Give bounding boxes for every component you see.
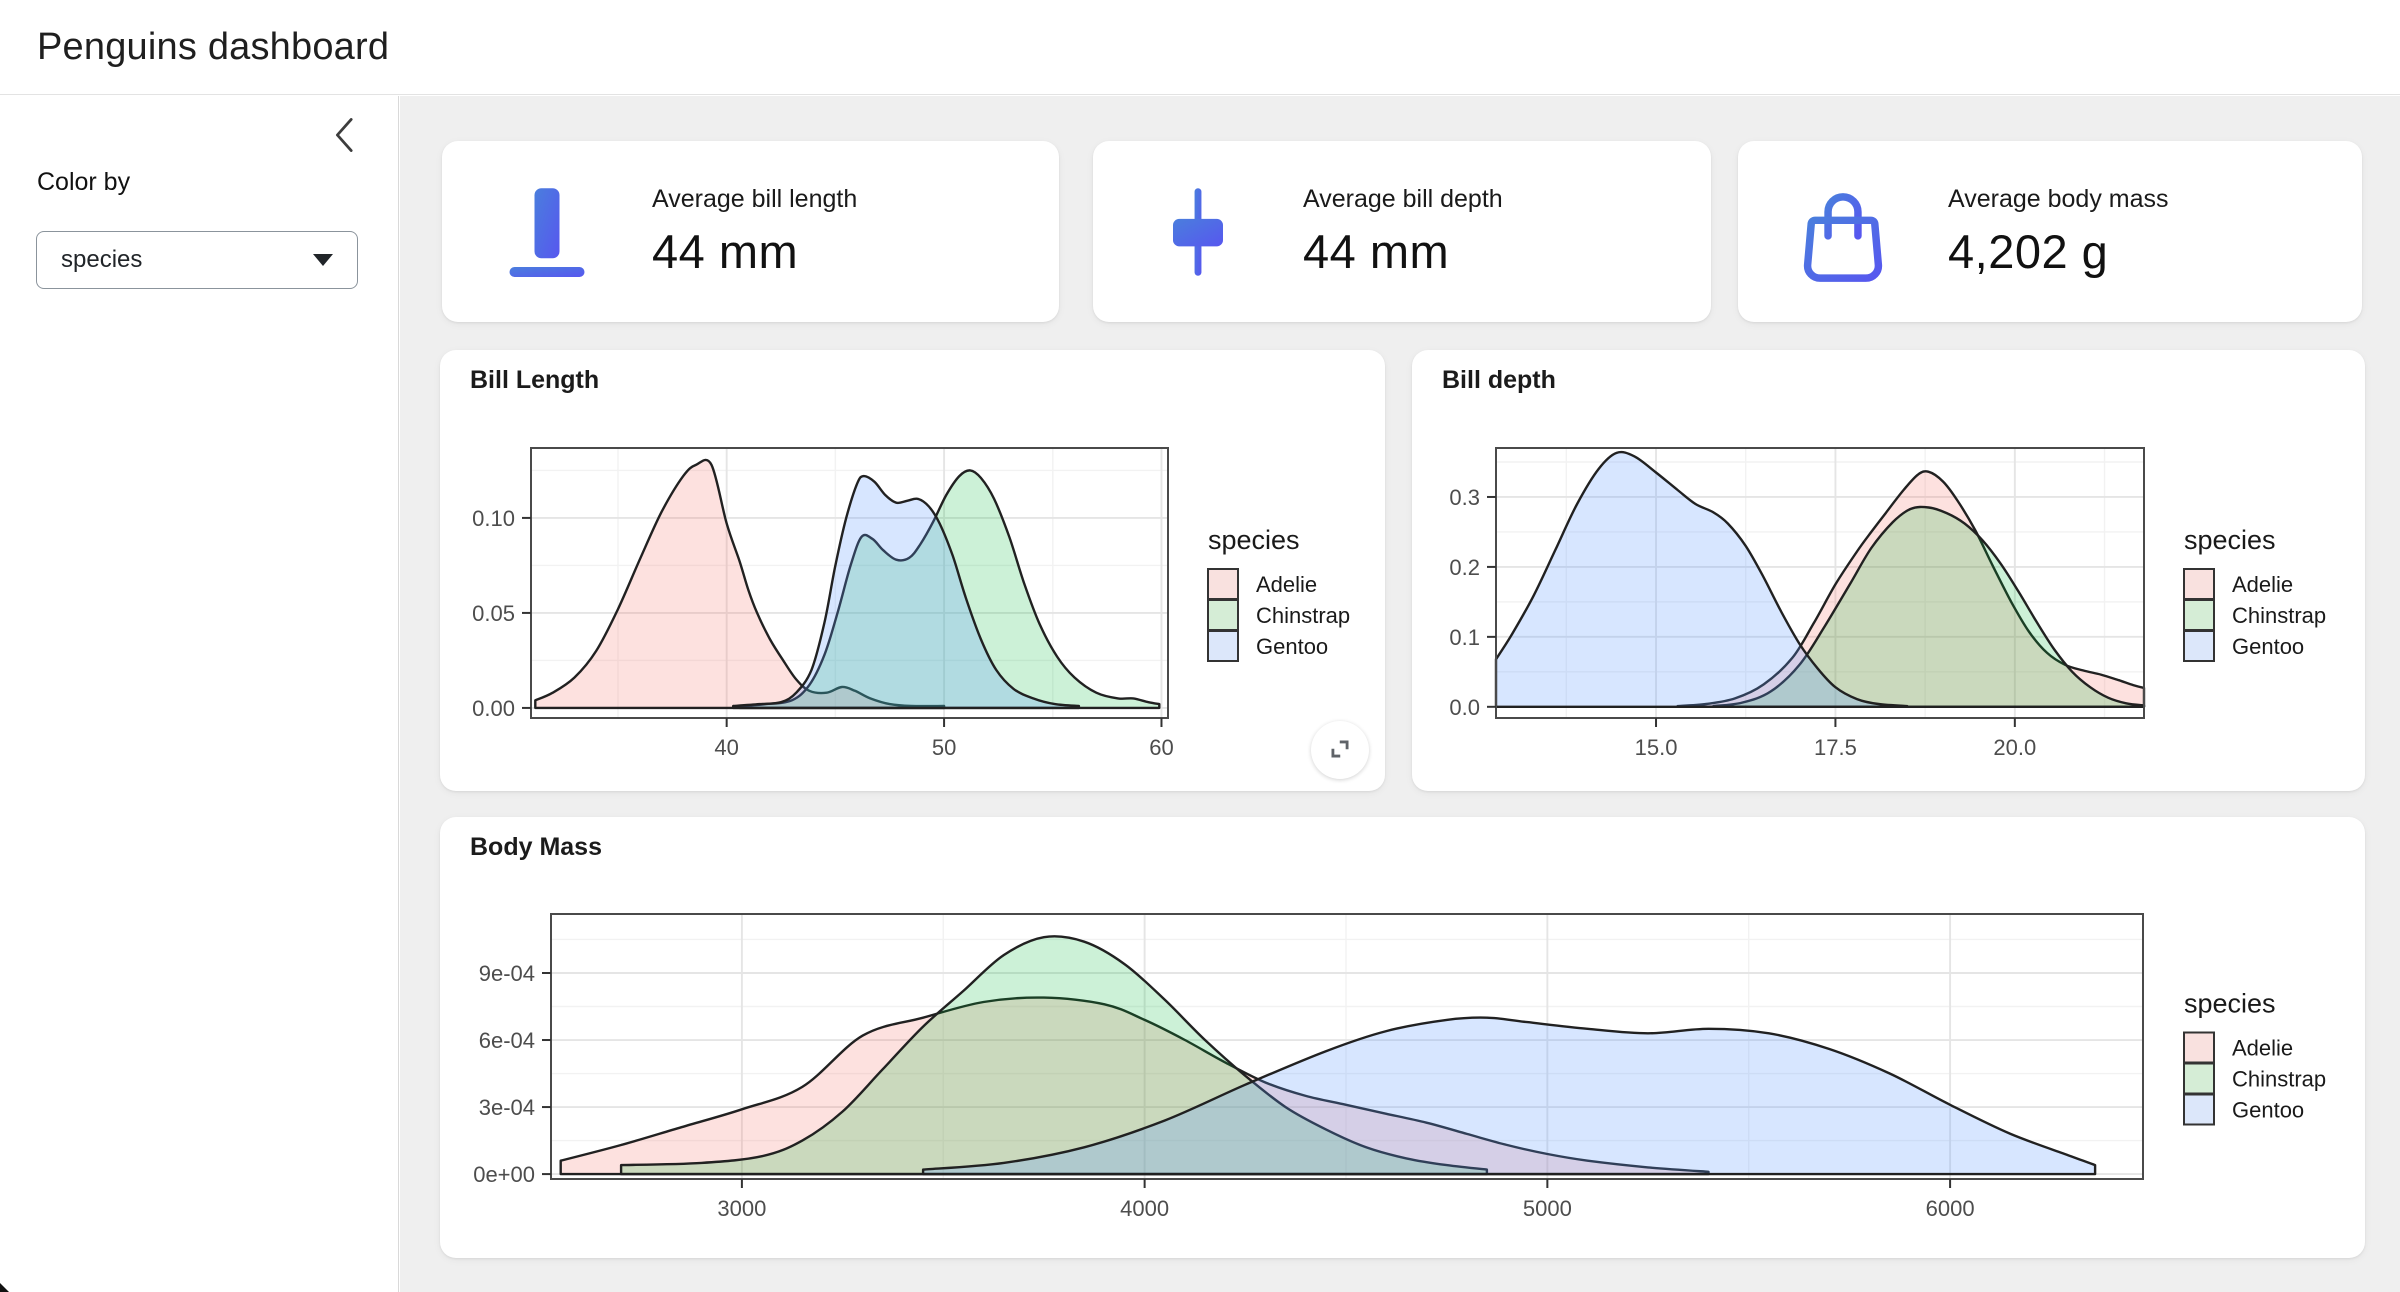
value-box-value: 44 mm [652, 224, 799, 278]
svg-text:Chinstrap: Chinstrap [2232, 603, 2326, 628]
handbag-icon [1738, 180, 1948, 284]
color-by-select-value: species [61, 246, 143, 273]
svg-text:5000: 5000 [1523, 1196, 1572, 1221]
align-center-icon [1093, 182, 1303, 282]
svg-text:species: species [2184, 525, 2276, 555]
svg-text:Gentoo: Gentoo [1256, 634, 1328, 659]
svg-text:0.00: 0.00 [472, 696, 515, 721]
svg-text:Chinstrap: Chinstrap [1256, 603, 1350, 628]
svg-text:6000: 6000 [1926, 1196, 1975, 1221]
sidebar-collapse-button[interactable] [324, 114, 368, 158]
svg-text:40: 40 [714, 735, 738, 760]
value-box-bill-depth: Average bill depth 44 mm [1093, 141, 1711, 322]
svg-text:Gentoo: Gentoo [2232, 634, 2304, 659]
svg-text:0.2: 0.2 [1449, 555, 1480, 580]
svg-text:species: species [1208, 525, 1300, 555]
svg-text:9e-04: 9e-04 [479, 961, 535, 986]
svg-text:0.0: 0.0 [1449, 695, 1480, 720]
svg-text:Adelie: Adelie [2232, 1036, 2293, 1061]
value-box-bill-length: Average bill length 44 mm [442, 141, 1059, 322]
svg-text:4000: 4000 [1120, 1196, 1169, 1221]
svg-text:Adelie: Adelie [1256, 572, 1317, 597]
value-box-value: 4,202 g [1948, 224, 2109, 278]
svg-text:0e+00: 0e+00 [473, 1162, 535, 1187]
value-box-title: Average bill length [652, 184, 858, 213]
svg-text:50: 50 [932, 735, 956, 760]
svg-text:0.10: 0.10 [472, 506, 515, 531]
card-title: Bill Length [470, 366, 600, 394]
app-header: Penguins dashboard [0, 0, 2400, 95]
card-title: Bill depth [1442, 366, 1556, 394]
expand-card-button[interactable] [1311, 721, 1369, 779]
align-bottom-icon [442, 182, 652, 282]
svg-text:15.0: 15.0 [1635, 735, 1678, 760]
bill-depth-density-plot: 0.0 0.1 0.2 0.3 15.0 17.5 20.0 species Adelie Chi… [1449, 447, 2326, 760]
color-by-select[interactable]: species [36, 231, 358, 289]
svg-text:3e-04: 3e-04 [479, 1095, 535, 1120]
svg-text:6e-04: 6e-04 [479, 1028, 535, 1053]
svg-text:20.0: 20.0 [1993, 735, 2036, 760]
svg-text:0.05: 0.05 [472, 601, 515, 626]
svg-text:species: species [2184, 989, 2276, 1019]
svg-text:Gentoo: Gentoo [2232, 1098, 2304, 1123]
sidebar: Color by species [0, 96, 399, 1292]
mouse-cursor [0, 1283, 9, 1292]
value-box-title: Average bill depth [1303, 184, 1503, 213]
value-box-title: Average body mass [1948, 184, 2169, 213]
value-box-value: 44 mm [1303, 224, 1450, 278]
page-title: Penguins dashboard [37, 25, 390, 68]
svg-text:0.1: 0.1 [1449, 625, 1480, 650]
svg-text:3000: 3000 [717, 1196, 766, 1221]
card-title: Body Mass [470, 833, 602, 861]
expand-icon [1327, 736, 1353, 765]
svg-text:Chinstrap: Chinstrap [2232, 1067, 2326, 1092]
select-caret-icon [313, 254, 333, 266]
svg-text:Adelie: Adelie [2232, 572, 2293, 597]
value-box-body-mass: Average body mass 4,202 g [1738, 141, 2362, 322]
bill-length-density-plot: 0.00 0.05 0.10 40 50 60 species Adelie Chinstrap… [472, 447, 1350, 760]
color-by-label: Color by [37, 168, 131, 196]
svg-text:0.3: 0.3 [1449, 485, 1480, 510]
svg-text:17.5: 17.5 [1814, 735, 1857, 760]
chevron-left-icon [331, 116, 361, 157]
body-mass-density-plot: 0e+00 3e-04 6e-04 9e-04 3000 4000 5000 6000 spec… [473, 913, 2326, 1221]
svg-text:60: 60 [1149, 735, 1173, 760]
